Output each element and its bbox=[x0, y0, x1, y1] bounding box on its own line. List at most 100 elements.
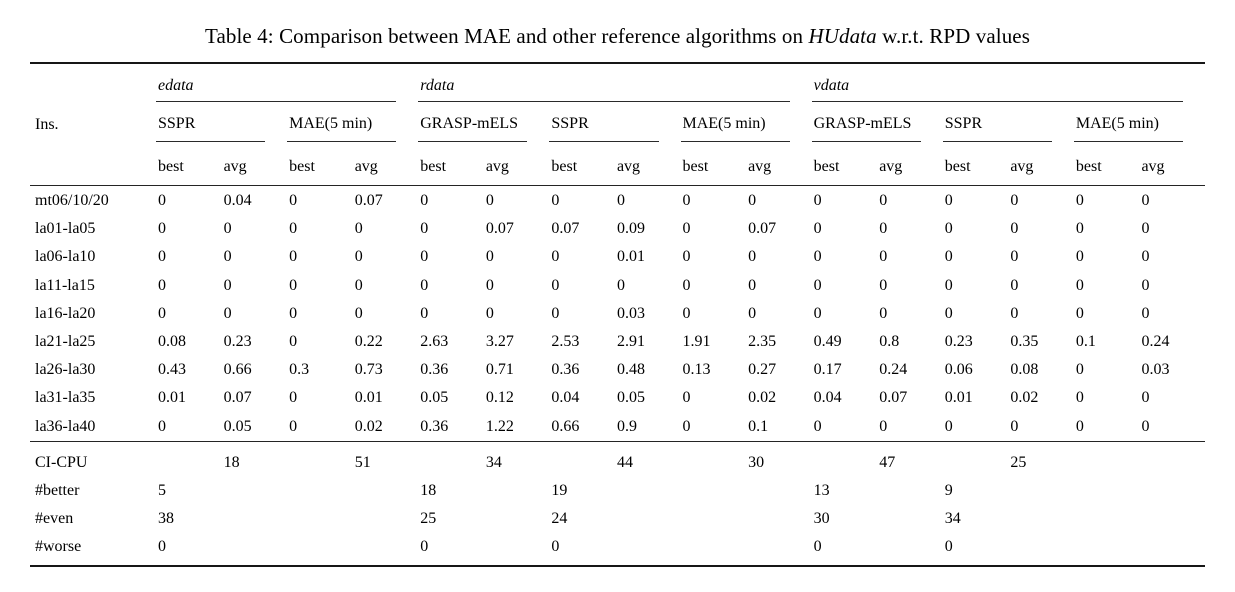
cell-value: 0 bbox=[485, 304, 494, 322]
summary-value: 34 bbox=[944, 509, 961, 527]
cell-value: 0 bbox=[223, 220, 232, 238]
summary-row-label: CI-CPU bbox=[35, 453, 88, 471]
cell-value: 0 bbox=[1075, 220, 1084, 238]
summary-value: 25 bbox=[1010, 453, 1027, 471]
cell-value: 0.03 bbox=[616, 304, 645, 322]
cell-value: 0.71 bbox=[485, 361, 514, 379]
summary-row-label: #worse bbox=[35, 537, 82, 555]
algorithm-header: SSPR bbox=[549, 102, 680, 142]
cell-value: 0 bbox=[485, 192, 494, 210]
cell-value: 0.66 bbox=[223, 361, 252, 379]
cell-value: 0.07 bbox=[354, 192, 383, 210]
cell-value: 0.73 bbox=[354, 361, 383, 379]
cell-value: 0.05 bbox=[420, 389, 449, 407]
group-header-edata: edata bbox=[156, 64, 418, 102]
summary-row-label: #even bbox=[35, 509, 74, 527]
cell-value: 0 bbox=[158, 192, 166, 210]
cell-value: 0 bbox=[551, 192, 560, 210]
summary-value: 13 bbox=[813, 481, 830, 499]
cell-value: 0 bbox=[158, 276, 166, 294]
row-label: la06-la10 bbox=[35, 248, 96, 266]
cell-value: 0 bbox=[1010, 220, 1019, 238]
cell-value: 0 bbox=[879, 304, 888, 322]
cell-value: 0.27 bbox=[748, 361, 777, 379]
row-label: mt06/10/20 bbox=[35, 192, 109, 210]
cell-value: 0.17 bbox=[813, 361, 842, 379]
cell-value: 0 bbox=[616, 276, 625, 294]
summary-value: 5 bbox=[158, 481, 166, 499]
cell-value: 0 bbox=[1141, 389, 1150, 407]
cell-value: 0.07 bbox=[223, 389, 252, 407]
subcolumn-header-best: best bbox=[944, 158, 971, 175]
cell-value: 0.08 bbox=[1010, 361, 1039, 379]
row-label: la01-la05 bbox=[35, 220, 96, 238]
cell-value: 0 bbox=[748, 248, 757, 266]
subcolumn-header-avg: avg bbox=[1141, 158, 1165, 175]
cell-value: 0 bbox=[1075, 417, 1084, 435]
cell-value: 0 bbox=[354, 248, 363, 266]
cell-value: 0 bbox=[1075, 304, 1084, 322]
cell-value: 0.36 bbox=[420, 417, 449, 435]
comparison-table: Ins. edata rdata vdata SSPR MAE(5 min) GRASP-m… bbox=[30, 62, 1205, 567]
cell-value: 0 bbox=[420, 248, 429, 266]
cell-value: 0.01 bbox=[158, 389, 186, 407]
cell-value: 0 bbox=[813, 276, 822, 294]
cell-value: 0 bbox=[485, 248, 494, 266]
summary-value: 38 bbox=[158, 509, 174, 527]
cell-value: 0 bbox=[223, 276, 232, 294]
subcolumn-header-avg: avg bbox=[485, 158, 509, 175]
table-grid: Ins. edata rdata vdata SSPR MAE(5 min) GRASP-m… bbox=[30, 64, 1205, 565]
cell-value: 0 bbox=[879, 248, 888, 266]
cell-value: 3.27 bbox=[485, 333, 514, 351]
subcolumn-header-best: best bbox=[1075, 158, 1102, 175]
algorithm-header: SSPR bbox=[156, 102, 287, 142]
cell-value: 0 bbox=[354, 220, 363, 238]
cell-value: 0.09 bbox=[616, 220, 645, 238]
cell-value: 0 bbox=[748, 192, 757, 210]
algorithm-header: MAE(5 min) bbox=[680, 102, 812, 142]
summary-value: 34 bbox=[485, 453, 502, 471]
cell-value: 0 bbox=[616, 192, 625, 210]
cell-value: 0 bbox=[944, 192, 953, 210]
cell-value: 0.49 bbox=[813, 333, 842, 351]
cell-value: 0 bbox=[1075, 361, 1084, 379]
cell-value: 0 bbox=[223, 248, 232, 266]
bottom-rule bbox=[30, 564, 1205, 567]
cell-value: 0.12 bbox=[485, 389, 514, 407]
summary-value: 0 bbox=[944, 537, 953, 555]
cell-value: 0 bbox=[1075, 276, 1084, 294]
row-label: la31-la35 bbox=[35, 389, 96, 407]
cell-value: 0 bbox=[223, 304, 232, 322]
subcolumn-header-avg: avg bbox=[1010, 158, 1034, 175]
subcolumn-header-avg: avg bbox=[354, 158, 378, 175]
subcolumn-header-avg: avg bbox=[616, 158, 641, 175]
cell-value: 0 bbox=[158, 304, 166, 322]
cell-value: 0.23 bbox=[944, 333, 973, 351]
top-rule bbox=[30, 62, 1205, 64]
row-label: la21-la25 bbox=[35, 333, 96, 351]
summary-value: 18 bbox=[223, 453, 240, 471]
cell-value: 0 bbox=[879, 276, 888, 294]
cell-value: 0 bbox=[944, 220, 953, 238]
cell-value: 0 bbox=[289, 389, 298, 407]
cell-value: 0.06 bbox=[944, 361, 973, 379]
subcolumn-header-best: best bbox=[813, 158, 840, 175]
row-label: la11-la15 bbox=[35, 276, 95, 294]
cell-value: 2.63 bbox=[420, 333, 449, 351]
cell-value: 0 bbox=[682, 389, 691, 407]
cell-value: 0.01 bbox=[354, 389, 383, 407]
cell-value: 0 bbox=[682, 276, 691, 294]
cell-value: 0 bbox=[289, 304, 298, 322]
cell-value: 0 bbox=[420, 304, 429, 322]
cell-value: 0 bbox=[289, 417, 298, 435]
summary-row-label: #better bbox=[35, 481, 80, 499]
cell-value: 0 bbox=[420, 276, 429, 294]
cell-value: 0 bbox=[682, 220, 691, 238]
summary-value: 44 bbox=[616, 453, 633, 471]
cell-value: 0.07 bbox=[879, 389, 908, 407]
summary-value: 18 bbox=[420, 481, 437, 499]
cell-value: 0 bbox=[1141, 304, 1150, 322]
cell-value: 0 bbox=[682, 417, 691, 435]
subcolumn-header-best: best bbox=[551, 158, 578, 175]
